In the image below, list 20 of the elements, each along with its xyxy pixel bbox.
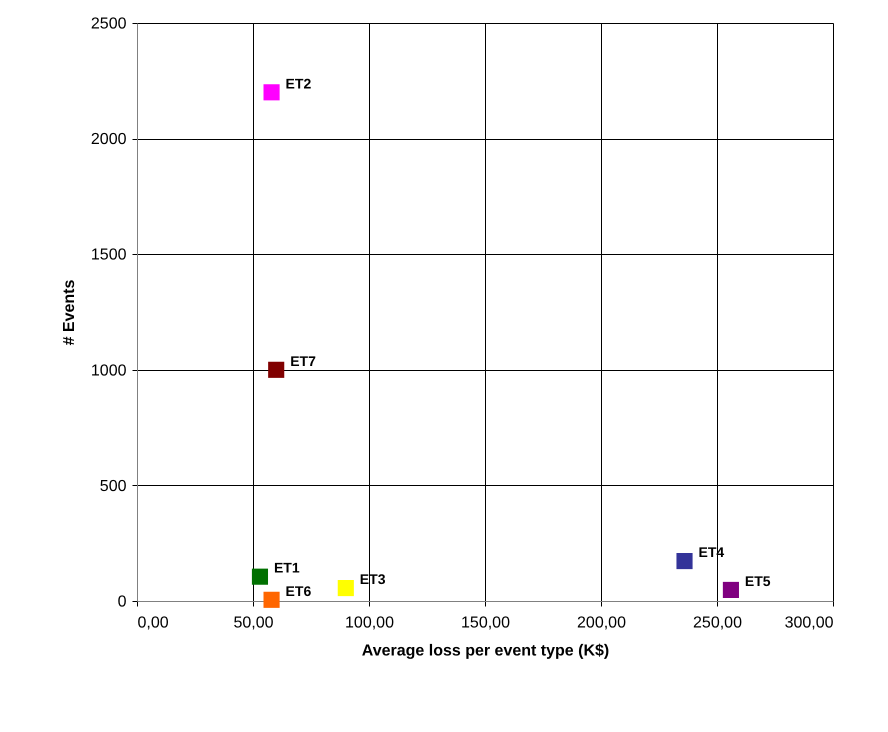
series-label: ET7	[290, 352, 316, 369]
x-tick-label: 100,00	[345, 614, 394, 632]
y-tick-label: 1500	[90, 246, 127, 264]
x-tick-label: 0,00	[138, 614, 169, 632]
y-tick-label: 500	[100, 478, 127, 495]
series-label: ET5	[744, 572, 771, 589]
y-tick-label: 1000	[90, 362, 127, 380]
x-tick-label: 150,00	[461, 614, 510, 632]
y-tick-label: 2500	[90, 16, 127, 32]
y-tick-label: 2000	[90, 131, 127, 148]
series-label: ET1	[274, 560, 300, 576]
y-axis-title: # Events	[60, 279, 78, 346]
series-label: ET2	[286, 75, 312, 92]
x-tick-label: 50,00	[233, 614, 274, 632]
x-tick-label: 200,00	[577, 614, 626, 632]
y-tick-label: 0	[118, 594, 127, 610]
x-tick-label: 300,00	[784, 614, 834, 632]
x-axis-title: Average loss per event type (K$)	[362, 642, 610, 660]
series-label: ET6	[286, 582, 312, 599]
x-tick-label: 250,00	[693, 614, 742, 632]
